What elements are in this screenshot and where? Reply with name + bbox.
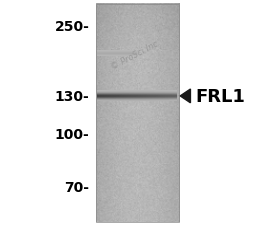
Text: © ProSci Inc.: © ProSci Inc. <box>109 38 162 71</box>
Text: FRL1: FRL1 <box>195 88 245 105</box>
Polygon shape <box>180 90 190 103</box>
Text: 130-: 130- <box>55 89 89 104</box>
Text: 250-: 250- <box>55 20 89 34</box>
Text: 100-: 100- <box>55 127 89 141</box>
Bar <box>96 5 179 222</box>
Text: 70-: 70- <box>65 180 89 194</box>
